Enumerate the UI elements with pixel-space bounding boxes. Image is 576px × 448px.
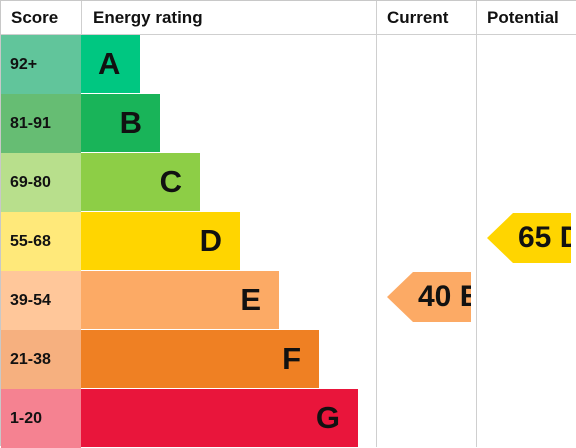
rating-column-divider: [376, 1, 377, 447]
rating-bar: A: [81, 35, 140, 93]
score-cell: 21-38: [1, 330, 81, 389]
current-rating-indicator: 40 E: [387, 272, 471, 322]
rating-bar: C: [81, 153, 200, 211]
score-cell: 81-91: [1, 94, 81, 153]
score-cell: 39-54: [1, 271, 81, 330]
header-divider: [1, 34, 576, 35]
score-cell: 1-20: [1, 389, 81, 448]
score-column-divider: [81, 1, 82, 34]
header-current: Current: [387, 7, 449, 27]
rating-bar: B: [81, 94, 160, 152]
rating-bar: G: [81, 389, 358, 447]
header-potential: Potential: [487, 7, 559, 27]
potential-rating-indicator: 65 D: [487, 213, 571, 263]
rating-bar: D: [81, 212, 240, 270]
rating-bar: F: [81, 330, 319, 388]
header-score: Score: [11, 7, 59, 27]
header-energy-rating: Energy rating: [93, 7, 203, 27]
rating-bar: E: [81, 271, 279, 329]
score-cell: 92+: [1, 35, 81, 94]
score-cell: 55-68: [1, 212, 81, 271]
score-cell: 69-80: [1, 153, 81, 212]
current-column-divider: [476, 1, 477, 447]
